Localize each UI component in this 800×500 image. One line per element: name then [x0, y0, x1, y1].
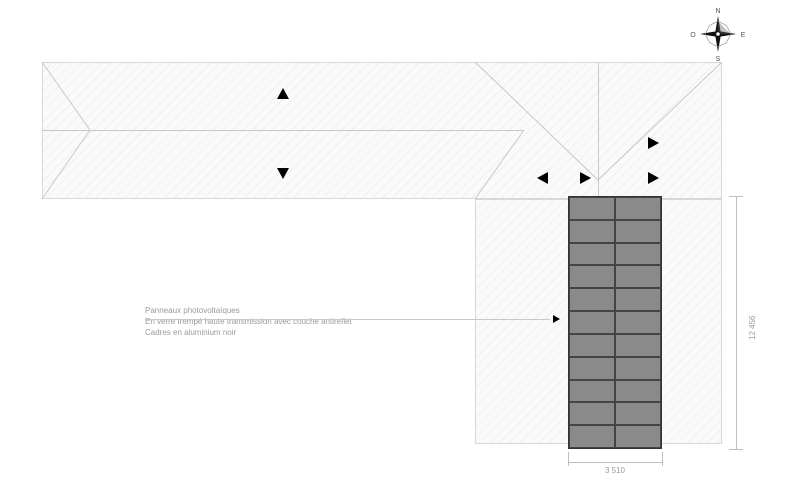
pv-panel-cell — [615, 220, 661, 243]
compass-n-label: N — [715, 8, 720, 15]
pv-panel-cell — [615, 380, 661, 403]
dim-height-tick-b — [729, 449, 743, 450]
dim-width-tick-l — [568, 452, 569, 466]
dim-height-label: 12 456 — [748, 316, 757, 340]
pv-panel-cell — [569, 220, 615, 243]
pv-panel-cell — [569, 357, 615, 380]
pv-panel-cell — [615, 402, 661, 425]
compass-rose-icon: N S E O — [690, 6, 746, 62]
pv-panel-cell — [569, 311, 615, 334]
pv-panel-cell — [569, 425, 615, 448]
dim-height-tick-t — [729, 196, 743, 197]
annotation-line-1: Panneaux photovoltaïques — [145, 306, 352, 317]
pv-panel-cell — [615, 425, 661, 448]
pv-panel-cell — [569, 334, 615, 357]
annotation-leader-line — [145, 319, 550, 320]
slope-arrow-right-1 — [648, 137, 659, 149]
slope-arrow-right-3 — [648, 172, 659, 184]
slope-arrow-left-wing — [537, 172, 548, 184]
dim-width-label: 3 510 — [568, 466, 662, 475]
slope-arrow-up-main — [277, 88, 289, 99]
compass-o-label: O — [690, 32, 696, 39]
pv-panel-cell — [615, 243, 661, 266]
pv-panel-cell — [569, 265, 615, 288]
pv-panel-array — [568, 196, 662, 449]
pv-panel-cell — [569, 380, 615, 403]
dim-width-line — [568, 462, 662, 463]
ridge-main-horizontal — [42, 130, 524, 131]
pv-panel-cell — [569, 402, 615, 425]
pv-panel-cell — [615, 334, 661, 357]
pv-panel-cell — [569, 288, 615, 311]
compass-s-label: S — [716, 56, 721, 62]
panel-annotation: Panneaux photovoltaïques En verre trempé… — [145, 306, 352, 338]
pv-panel-cell — [615, 357, 661, 380]
pv-panel-cell — [615, 197, 661, 220]
pv-panel-cell — [615, 311, 661, 334]
pv-panel-cell — [615, 265, 661, 288]
leader-arrowhead-icon — [553, 315, 560, 323]
slope-arrow-down-main — [277, 168, 289, 179]
annotation-line-3: Cadres en aluminium noir — [145, 328, 352, 339]
pv-panel-cell — [569, 197, 615, 220]
compass-e-label: E — [741, 32, 746, 39]
pv-panel-cell — [615, 288, 661, 311]
pv-panel-cell — [569, 243, 615, 266]
dim-height-line — [736, 196, 737, 449]
dim-width-tick-r — [662, 452, 663, 466]
slope-arrow-right-2 — [580, 172, 591, 184]
